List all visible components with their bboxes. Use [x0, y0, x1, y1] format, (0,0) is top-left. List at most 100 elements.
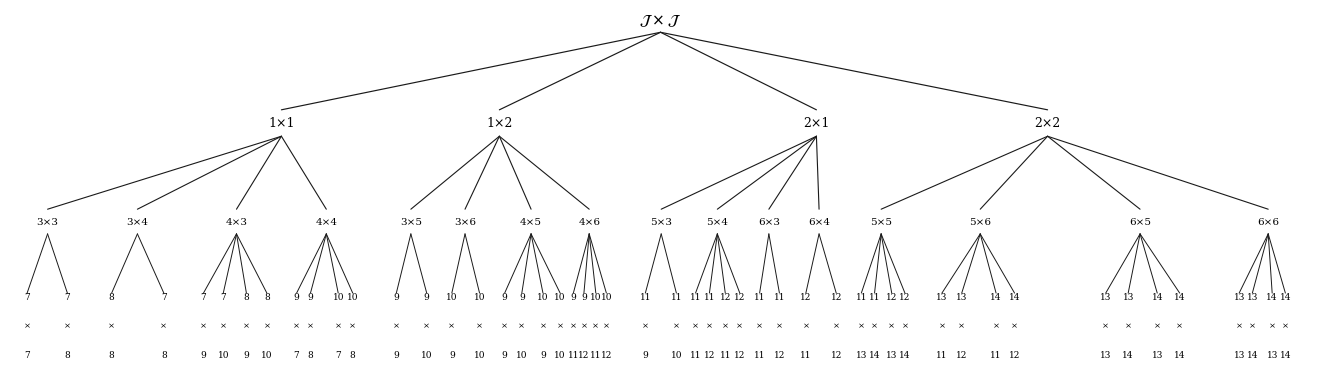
Text: 6×5: 6×5: [1130, 218, 1151, 227]
Text: 3×6: 3×6: [455, 218, 476, 227]
Text: 12: 12: [956, 351, 968, 360]
Text: ×: ×: [1102, 322, 1110, 331]
Text: 4×5: 4×5: [520, 218, 542, 227]
Text: ×: ×: [219, 322, 227, 331]
Text: 11: 11: [567, 351, 579, 360]
Text: ×: ×: [1011, 322, 1018, 331]
Text: ×: ×: [518, 322, 525, 331]
Text: 13: 13: [1151, 351, 1163, 360]
Text: ×: ×: [736, 322, 743, 331]
Text: ×: ×: [756, 322, 763, 331]
Text: ×: ×: [1176, 322, 1183, 331]
Text: ×: ×: [1269, 322, 1276, 331]
Text: ×: ×: [593, 322, 599, 331]
Text: 12: 12: [704, 351, 715, 360]
Text: 2×1: 2×1: [803, 117, 829, 131]
Text: 12: 12: [831, 293, 841, 302]
Text: 10: 10: [554, 351, 566, 360]
Text: 9: 9: [540, 351, 546, 360]
Text: 13: 13: [936, 293, 948, 302]
Text: ×: ×: [1249, 322, 1256, 331]
Text: 6×6: 6×6: [1257, 218, 1280, 227]
Text: 9: 9: [393, 351, 399, 360]
Text: 8: 8: [350, 351, 356, 360]
Text: 11: 11: [773, 293, 785, 302]
Text: 5×6: 5×6: [969, 218, 991, 227]
Text: 9: 9: [307, 293, 314, 302]
Text: 12: 12: [734, 351, 746, 360]
Text: ×: ×: [557, 322, 563, 331]
Text: 7: 7: [294, 351, 299, 360]
Text: 1×2: 1×2: [486, 117, 513, 131]
Text: ×: ×: [1124, 322, 1132, 331]
Text: 11: 11: [690, 351, 702, 360]
Text: 10: 10: [347, 293, 359, 302]
Text: 5×4: 5×4: [706, 218, 728, 227]
Text: 11: 11: [703, 293, 715, 302]
Text: 14: 14: [1280, 351, 1292, 360]
Text: 14: 14: [1174, 293, 1185, 302]
Text: 13: 13: [856, 351, 867, 360]
Text: ×: ×: [993, 322, 999, 331]
Text: 9: 9: [502, 293, 508, 302]
Text: 4×3: 4×3: [226, 218, 247, 227]
Text: 11: 11: [639, 293, 651, 302]
Text: 9: 9: [570, 293, 577, 302]
Text: ×: ×: [888, 322, 896, 331]
Text: ×: ×: [722, 322, 728, 331]
Text: 7: 7: [161, 293, 166, 302]
Text: 5×5: 5×5: [870, 218, 892, 227]
Text: ×: ×: [833, 322, 840, 331]
Text: 11: 11: [869, 293, 880, 302]
Text: 13: 13: [1267, 351, 1278, 360]
Text: ×: ×: [642, 322, 649, 331]
Text: 10: 10: [537, 293, 549, 302]
Text: 12: 12: [886, 293, 897, 302]
Text: 13: 13: [956, 293, 968, 302]
Text: ×: ×: [692, 322, 699, 331]
Text: ×: ×: [476, 322, 482, 331]
Text: 10: 10: [601, 293, 613, 302]
Text: 11: 11: [590, 351, 602, 360]
Text: 14: 14: [1280, 293, 1292, 302]
Text: ×: ×: [24, 322, 31, 331]
Text: 12: 12: [734, 293, 746, 302]
Text: ×: ×: [393, 322, 400, 331]
Text: ×: ×: [581, 322, 587, 331]
Text: 9: 9: [518, 293, 525, 302]
Text: 14: 14: [1151, 293, 1163, 302]
Text: 14: 14: [1247, 351, 1259, 360]
Text: 11: 11: [990, 351, 1002, 360]
Text: 10: 10: [554, 293, 566, 302]
Text: ×: ×: [199, 322, 207, 331]
Text: 14: 14: [1009, 293, 1021, 302]
Text: 13: 13: [886, 351, 897, 360]
Text: ×: ×: [938, 322, 945, 331]
Text: 13: 13: [1247, 293, 1259, 302]
Text: 10: 10: [516, 351, 528, 360]
Text: ×: ×: [870, 322, 878, 331]
Text: 4×6: 4×6: [578, 218, 601, 227]
Text: 10: 10: [421, 351, 432, 360]
Text: 10: 10: [218, 351, 229, 360]
Text: ×: ×: [776, 322, 783, 331]
Text: ×: ×: [857, 322, 865, 331]
Text: 11: 11: [754, 351, 766, 360]
Text: 7: 7: [221, 293, 226, 302]
Text: ×: ×: [448, 322, 456, 331]
Text: ×: ×: [243, 322, 250, 331]
Text: 3×4: 3×4: [126, 218, 149, 227]
Text: 9: 9: [642, 351, 649, 360]
Text: 4×4: 4×4: [315, 218, 338, 227]
Text: 12: 12: [719, 293, 731, 302]
Text: 12: 12: [578, 351, 590, 360]
Text: 14: 14: [1174, 351, 1185, 360]
Text: 11: 11: [856, 293, 867, 302]
Text: 8: 8: [243, 293, 250, 302]
Text: 6×4: 6×4: [808, 218, 831, 227]
Text: ×: ×: [350, 322, 356, 331]
Text: 8: 8: [161, 351, 166, 360]
Text: 13: 13: [1123, 293, 1134, 302]
Text: ×: ×: [672, 322, 680, 331]
Text: 12: 12: [601, 351, 613, 360]
